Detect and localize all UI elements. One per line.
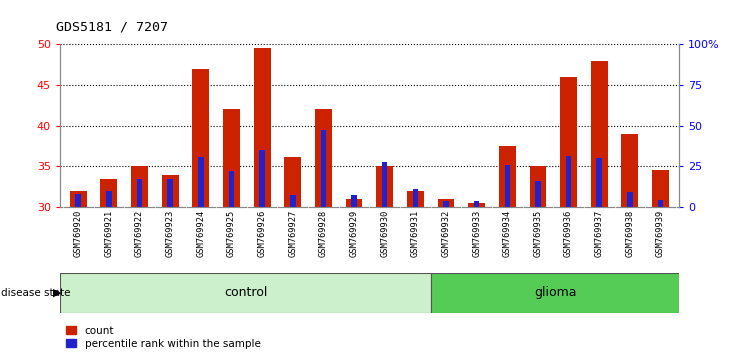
Bar bbox=[474, 201, 480, 207]
Bar bbox=[320, 130, 326, 207]
Text: ▶: ▶ bbox=[53, 288, 62, 298]
Bar bbox=[259, 150, 265, 207]
Bar bbox=[529, 166, 546, 207]
Bar bbox=[351, 195, 357, 207]
Text: GSM769930: GSM769930 bbox=[380, 210, 389, 257]
Bar bbox=[193, 69, 210, 207]
Bar bbox=[167, 179, 173, 207]
Bar bbox=[443, 201, 449, 207]
Bar bbox=[198, 156, 204, 207]
Bar bbox=[431, 273, 679, 313]
Text: GSM769929: GSM769929 bbox=[350, 210, 358, 257]
Bar bbox=[468, 203, 485, 207]
Bar bbox=[345, 199, 363, 207]
Bar bbox=[560, 77, 577, 207]
Bar bbox=[591, 61, 607, 207]
Text: GSM769938: GSM769938 bbox=[626, 210, 634, 257]
Bar bbox=[627, 192, 633, 207]
Text: GSM769932: GSM769932 bbox=[442, 210, 450, 257]
Text: glioma: glioma bbox=[534, 286, 577, 299]
Text: GSM769926: GSM769926 bbox=[258, 210, 266, 257]
Bar bbox=[504, 165, 510, 207]
Bar bbox=[223, 109, 240, 207]
Legend: count, percentile rank within the sample: count, percentile rank within the sample bbox=[66, 326, 261, 349]
Bar bbox=[106, 191, 112, 207]
Bar bbox=[101, 178, 118, 207]
Text: GSM769923: GSM769923 bbox=[166, 210, 174, 257]
Bar bbox=[137, 179, 142, 207]
Bar bbox=[382, 162, 388, 207]
Text: GSM769934: GSM769934 bbox=[503, 210, 512, 257]
Text: GSM769936: GSM769936 bbox=[564, 210, 573, 257]
Text: GSM769927: GSM769927 bbox=[288, 210, 297, 257]
Bar bbox=[376, 166, 393, 207]
Bar bbox=[499, 146, 515, 207]
Text: GSM769935: GSM769935 bbox=[534, 210, 542, 257]
Text: GDS5181 / 7207: GDS5181 / 7207 bbox=[56, 21, 168, 34]
Text: GSM769933: GSM769933 bbox=[472, 210, 481, 257]
Bar bbox=[70, 191, 87, 207]
Bar bbox=[621, 134, 638, 207]
Text: disease state: disease state bbox=[1, 288, 71, 298]
Bar bbox=[60, 273, 431, 313]
Text: GSM769920: GSM769920 bbox=[74, 210, 82, 257]
Text: GSM769937: GSM769937 bbox=[595, 210, 604, 257]
Bar bbox=[407, 191, 424, 207]
Text: control: control bbox=[224, 286, 267, 299]
Bar bbox=[596, 158, 602, 207]
Bar bbox=[290, 195, 296, 207]
Text: GSM769925: GSM769925 bbox=[227, 210, 236, 257]
Bar bbox=[131, 166, 148, 207]
Text: GSM769931: GSM769931 bbox=[411, 210, 420, 257]
Bar bbox=[285, 156, 301, 207]
Bar bbox=[566, 156, 572, 207]
Text: GSM769939: GSM769939 bbox=[656, 210, 665, 257]
Bar bbox=[254, 48, 271, 207]
Bar bbox=[658, 200, 664, 207]
Text: GSM769928: GSM769928 bbox=[319, 210, 328, 257]
Bar bbox=[535, 181, 541, 207]
Bar bbox=[162, 175, 179, 207]
Bar bbox=[228, 171, 234, 207]
Bar bbox=[412, 189, 418, 207]
Text: GSM769924: GSM769924 bbox=[196, 210, 205, 257]
Bar bbox=[75, 194, 81, 207]
Text: GSM769922: GSM769922 bbox=[135, 210, 144, 257]
Bar bbox=[437, 199, 454, 207]
Text: GSM769921: GSM769921 bbox=[104, 210, 113, 257]
Bar bbox=[652, 170, 669, 207]
Bar bbox=[315, 109, 332, 207]
